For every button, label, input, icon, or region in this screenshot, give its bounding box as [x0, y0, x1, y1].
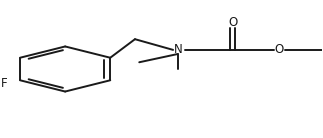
Text: F: F: [1, 76, 7, 90]
Text: N: N: [173, 43, 182, 56]
Text: O: O: [275, 43, 284, 56]
Text: O: O: [228, 16, 237, 29]
